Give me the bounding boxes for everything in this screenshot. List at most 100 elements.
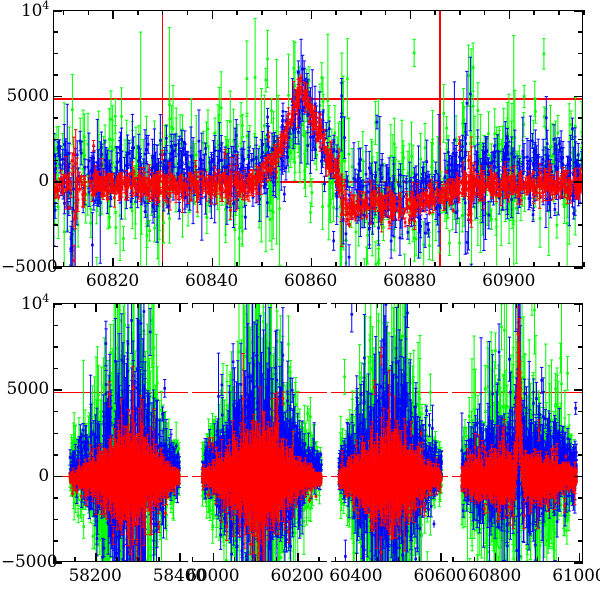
bottom-xtick-minor [557, 557, 560, 562]
bottom-ytick-major-right [574, 303, 583, 305]
top-xtick-minor [186, 262, 189, 267]
bottom-xtick-minor [74, 557, 76, 562]
bottom-xtick-minor-upper [191, 303, 194, 308]
top-xtick-minor [384, 262, 387, 267]
bottom-yticklabel-2: 5000 [1, 379, 50, 399]
top-xtick-minor [62, 262, 65, 267]
bottom-xtick-minor-upper [158, 303, 160, 308]
top-xtick-minor-upper [285, 10, 288, 15]
top-xticklabel-2: 60860 [284, 271, 337, 291]
bottom-xticklabel-s2-1: 60600 [413, 566, 466, 586]
top-xtick-minor-upper [459, 10, 461, 15]
bottom-xtick-major [212, 553, 215, 562]
bottom-ytick-minor [53, 518, 58, 521]
top-ytick-minor [53, 31, 58, 33]
top-panel [53, 10, 583, 267]
top-xtick-minor-upper [186, 10, 189, 15]
bottom-ytick-major-right [574, 389, 583, 391]
top-ytick-major [53, 10, 62, 12]
bottom-xticklabel-s3-0: 60800 [468, 566, 521, 586]
bottom-panel-frame [53, 303, 583, 562]
bottom-xtick-major-upper [179, 303, 181, 312]
bottom-xtick-major-upper [355, 303, 358, 312]
bottom-xtick-minor [158, 557, 160, 562]
bottom-ytick-minor [53, 324, 58, 327]
bottom-panel [53, 303, 583, 562]
bottom-ytick-major-right [574, 562, 583, 564]
top-ytick-major [53, 95, 62, 98]
top-ytick-minor-right [578, 52, 583, 55]
top-panel-plot-area [53, 10, 583, 267]
bottom-xticklabel-s1-1: 60200 [271, 566, 324, 586]
top-xtick-minor [558, 262, 560, 267]
data-points-layer [53, 17, 583, 267]
bottom-xtick-minor [116, 557, 118, 562]
top-ytick-major [53, 267, 62, 269]
top-xtick-minor [434, 262, 436, 267]
bottom-xtick-minor-upper [137, 303, 139, 308]
bottom-xtick-minor-upper [254, 303, 257, 308]
bottom-xtick-minor-upper [318, 303, 320, 308]
top-ytick-major-right [574, 267, 583, 269]
bottom-ytick-major [53, 303, 62, 305]
bottom-xtick-minor-upper [557, 303, 560, 308]
top-xtick-minor [137, 262, 139, 267]
top-xtick-minor [483, 262, 486, 267]
top-xticklabel-3: 60880 [383, 271, 436, 291]
top-xtick-minor-upper [583, 10, 585, 15]
data-points-layer [68, 303, 579, 562]
bottom-xticklabel-s0-0: 58200 [69, 566, 122, 586]
top-xtick-major [409, 258, 412, 267]
top-xtick-minor [459, 262, 461, 267]
top-ytick-minor [53, 52, 58, 55]
bottom-xtick-minor [418, 557, 421, 562]
top-panel-frame [53, 10, 583, 267]
top-xtick-minor [335, 262, 337, 267]
top-yticklabel-2: 5000 [1, 86, 50, 106]
top-xticklabel-0: 60820 [86, 271, 139, 291]
bottom-xtick-minor [515, 557, 518, 562]
bottom-panel-plot-area [53, 303, 583, 562]
top-xtick-minor [285, 262, 288, 267]
bottom-xtick-minor-upper [397, 303, 400, 308]
top-xtick-minor-upper [335, 10, 337, 15]
top-panel-reference-vline-1 [439, 10, 441, 267]
top-ytick-minor-right [578, 202, 583, 205]
top-ytick-major [53, 181, 62, 183]
bottom-ytick-minor [53, 410, 58, 413]
top-ytick-minor [53, 138, 58, 140]
top-ytick-minor-right [578, 117, 583, 119]
bottom-xtick-major [297, 553, 299, 562]
top-yticklabel-3: 104 [1, 0, 49, 21]
top-yticklabel-0: −5000 [1, 257, 58, 277]
top-xtick-minor [533, 262, 535, 267]
bottom-xtick-minor [334, 557, 337, 562]
bottom-xtick-minor [254, 557, 257, 562]
bottom-xtick-major [95, 553, 97, 562]
bottom-xtick-major [494, 553, 497, 562]
top-xticklabel-1: 60840 [185, 271, 238, 291]
top-ytick-minor [53, 202, 58, 205]
top-xtick-minor-upper [137, 10, 139, 15]
bottom-ytick-minor [53, 454, 58, 456]
axis-break-gap-2 [448, 303, 453, 562]
bottom-xtick-major-upper [297, 303, 299, 312]
top-ytick-minor [53, 117, 58, 119]
top-xtick-minor-upper [261, 10, 263, 15]
axis-break-gap-0 [187, 303, 192, 562]
bottom-xtick-minor [233, 557, 236, 562]
bottom-xtick-minor [397, 557, 400, 562]
top-xticklabel-4: 60900 [482, 271, 535, 291]
top-xtick-major [508, 258, 511, 267]
bottom-xtick-minor [191, 557, 194, 562]
bottom-ytick-minor [53, 346, 58, 348]
top-ytick-minor-right [578, 245, 583, 248]
top-panel-reference-hline-1 [53, 98, 583, 100]
top-xtick-major [112, 258, 114, 267]
bottom-xtick-minor-upper [116, 303, 118, 308]
top-ytick-minor [53, 74, 58, 76]
top-xtick-major-upper [310, 10, 313, 19]
bottom-ytick-minor-right [578, 410, 583, 413]
top-ytick-minor-right [578, 74, 583, 76]
